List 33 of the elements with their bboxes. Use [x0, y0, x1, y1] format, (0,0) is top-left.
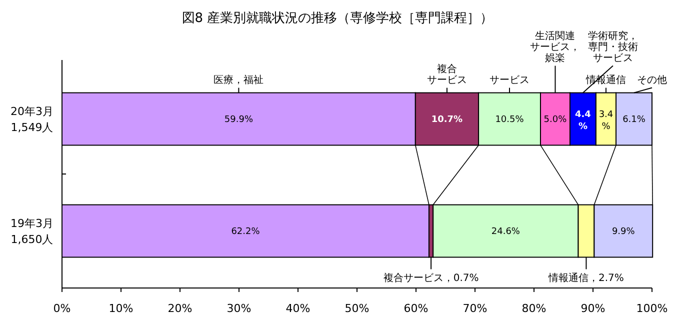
data-label: 6.1%	[622, 115, 646, 125]
data-label: 24.6%	[491, 227, 520, 237]
x-tick-label: 10%	[108, 302, 134, 315]
data-label: 62.2%	[231, 227, 260, 237]
series-label: サービス	[490, 74, 530, 86]
y-tick-label: 19年3月 1,650人	[10, 217, 54, 246]
text: 生活関連サービス，娯楽	[530, 30, 580, 64]
x-tick-label: 20%	[168, 302, 192, 315]
x-tick-label: 0%	[53, 302, 71, 315]
data-label: 複合サービス，0.7%	[383, 272, 479, 284]
series-label: 医療，福祉	[214, 74, 264, 86]
x-tick-label: 40%	[286, 302, 310, 315]
data-label: 9.9%	[612, 227, 636, 237]
data-label: 10.7%	[431, 115, 463, 125]
series-label: 情報通信	[584, 74, 626, 86]
x-tick-label: 30%	[226, 302, 252, 315]
text: 学術研究，専門・技術サービス	[588, 30, 638, 64]
chart-title: 図8 産業別就職状況の推移（専修学校［専門課程］）	[182, 10, 494, 26]
series-label: その他	[637, 74, 668, 86]
data-label: 10.5%	[495, 115, 524, 125]
x-tick-label: 70%	[462, 302, 488, 315]
series-label: 複合サービス	[426, 62, 467, 86]
data-label: 3.4%	[598, 110, 614, 132]
data-label: 4.4%	[574, 110, 591, 132]
data-label: 5.0%	[544, 115, 568, 125]
data-label: 59.9%	[224, 115, 254, 125]
x-tick-label: 80%	[522, 302, 546, 315]
x-tick-label: 60%	[404, 302, 428, 315]
x-tick-label: 50%	[344, 302, 370, 315]
x-tick-label: 90%	[580, 302, 606, 315]
data-label: 情報通信，2.7%	[548, 272, 624, 284]
x-tick-label: 100%	[636, 302, 668, 315]
y-tick-label: 20年3月 1,549人	[10, 105, 54, 134]
